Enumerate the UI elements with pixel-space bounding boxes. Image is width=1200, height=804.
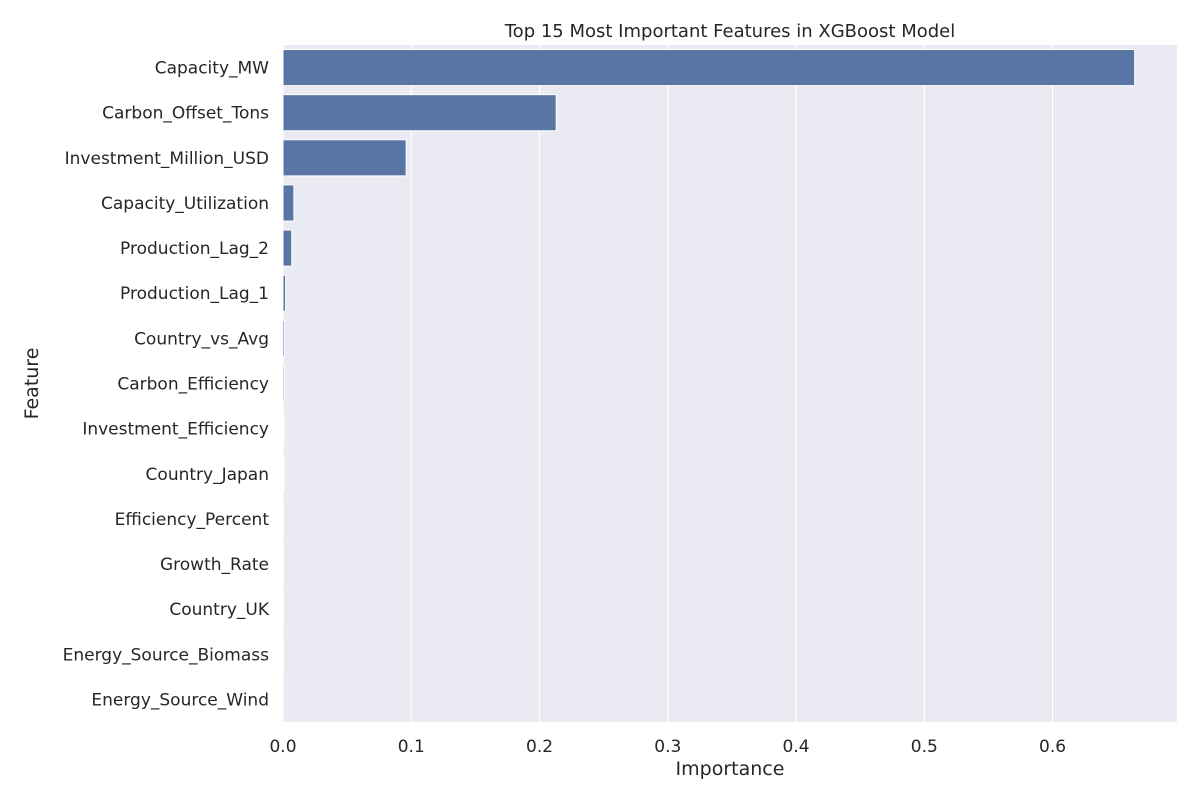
y-tick-label: Efficiency_Percent [115, 510, 270, 530]
bar [283, 501, 284, 537]
x-tick-label: 0.0 [269, 737, 296, 757]
y-tick-label: Country_UK [169, 600, 269, 620]
x-tick-label: 0.2 [526, 737, 553, 757]
y-tick-label: Production_Lag_1 [120, 284, 269, 304]
bar [283, 320, 285, 356]
plot-background [283, 45, 1177, 722]
y-tick-labels: Capacity_MW Carbon_Offset_Tons Investment_… [63, 59, 270, 711]
bar [283, 456, 284, 492]
y-tick-label: Capacity_Utilization [101, 194, 269, 214]
y-tick-label: Capacity_MW [155, 59, 269, 79]
bar [283, 275, 286, 311]
bar [283, 95, 556, 131]
y-tick-label: Growth_Rate [160, 555, 269, 575]
y-tick-label: Country_Japan [146, 465, 269, 485]
y-tick-label: Country_vs_Avg [134, 329, 269, 349]
bar [283, 365, 284, 401]
bar [283, 411, 284, 447]
x-tick-label: 0.3 [654, 737, 681, 757]
x-tick-label: 0.6 [1039, 737, 1066, 757]
bar [283, 50, 1135, 86]
x-tick-label: 0.4 [783, 737, 810, 757]
x-tick-labels: 0.0 0.1 0.2 0.3 0.4 0.5 0.6 [269, 737, 1066, 757]
x-tick-label: 0.5 [911, 737, 938, 757]
y-tick-label: Energy_Source_Biomass [63, 645, 270, 665]
bar [283, 185, 294, 221]
y-tick-label: Investment_Efficiency [82, 420, 269, 440]
y-tick-label: Energy_Source_Wind [91, 690, 269, 710]
x-tick-label: 0.1 [398, 737, 425, 757]
y-tick-label: Investment_Million_USD [65, 149, 269, 169]
y-tick-label: Carbon_Efficiency [117, 375, 269, 395]
y-axis-label: Feature [21, 348, 43, 420]
chart-title: Top 15 Most Important Features in XGBoos… [504, 21, 955, 42]
x-axis-label: Importance [676, 758, 785, 780]
bar [283, 230, 292, 266]
y-tick-label: Carbon_Offset_Tons [102, 104, 269, 124]
bar [283, 140, 406, 176]
y-tick-label: Production_Lag_2 [120, 239, 269, 259]
